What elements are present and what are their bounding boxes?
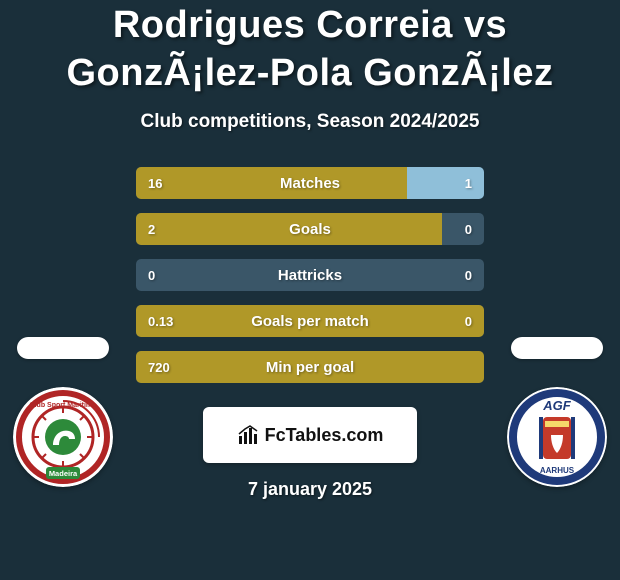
right-player-column: AGF AARHUS xyxy=(502,337,612,487)
brand-text: FcTables.com xyxy=(265,425,384,446)
svg-text:AGF: AGF xyxy=(542,398,572,413)
left-team-logo-svg: Club Sport Maritimo xyxy=(13,387,113,487)
left-team-logo: Club Sport Maritimo xyxy=(13,387,113,487)
stat-row: 20Goals xyxy=(136,213,484,245)
stat-right-fill xyxy=(407,167,484,199)
page-title: Rodrigues Correia vs GonzÃ¡lez-Pola Gonz… xyxy=(0,2,620,97)
left-player-column: Club Sport Maritimo xyxy=(8,337,118,487)
stat-left-fill xyxy=(136,167,407,199)
brand-badge[interactable]: FcTables.com xyxy=(203,407,417,463)
right-team-logo-svg: AGF AARHUS xyxy=(507,387,607,487)
stat-right-value: 0 xyxy=(465,213,472,245)
bar-chart-icon xyxy=(237,424,259,446)
stat-left-fill xyxy=(136,305,484,337)
stat-row: 720Min per goal xyxy=(136,351,484,383)
page-root: Rodrigues Correia vs GonzÃ¡lez-Pola Gonz… xyxy=(0,0,620,580)
comparison-rows: 161Matches20Goals00Hattricks0.130Goals p… xyxy=(136,167,484,383)
right-team-logo: AGF AARHUS xyxy=(507,387,607,487)
comparison-chart: Club Sport Maritimo xyxy=(0,167,620,383)
stat-left-fill xyxy=(136,213,442,245)
stat-right-value: 0 xyxy=(465,259,472,291)
left-player-pill xyxy=(17,337,109,359)
stat-row: 161Matches xyxy=(136,167,484,199)
stat-left-value: 0 xyxy=(148,259,155,291)
stat-label: Hattricks xyxy=(136,259,484,291)
right-player-pill xyxy=(511,337,603,359)
svg-text:AARHUS: AARHUS xyxy=(540,466,575,475)
svg-text:Madeira: Madeira xyxy=(49,469,78,478)
stat-row: 0 0Hattricks xyxy=(136,259,484,291)
page-subtitle: Club competitions, Season 2024/2025 xyxy=(0,111,620,133)
stat-left-fill xyxy=(136,351,484,383)
stat-row: 0.130Goals per match xyxy=(136,305,484,337)
